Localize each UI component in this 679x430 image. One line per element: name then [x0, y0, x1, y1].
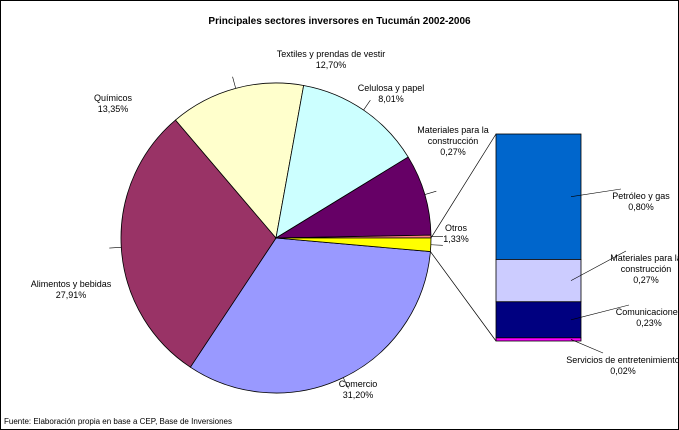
- value-label: 31,20%: [342, 390, 374, 400]
- value-label: 0,02%: [610, 366, 636, 376]
- value-label: 0,27%: [440, 147, 466, 157]
- category-label: Materiales para la construcción: [417, 125, 489, 146]
- leader-line: [570, 188, 622, 198]
- category-label: Petróleo y gas: [612, 191, 670, 201]
- data-label: Comercio 31,20%: [318, 379, 398, 401]
- data-label: Comunicaciones 0,23%: [604, 307, 679, 329]
- data-label: Químicos 13,35%: [73, 93, 153, 115]
- category-label: Servicios de entretenimiento: [566, 355, 679, 365]
- category-label: Comercio: [338, 379, 378, 389]
- data-label: Alimentos y bebidas 27,91%: [11, 279, 131, 301]
- leader-line: [363, 100, 371, 111]
- data-label: Petróleo y gas 0,80%: [596, 191, 678, 213]
- value-label: 0,27%: [633, 275, 659, 285]
- data-label: Servicios de entretenimiento 0,02%: [558, 355, 679, 377]
- connector-line: [430, 133, 497, 239]
- data-label: Materiales para la construcción 0,27%: [601, 253, 679, 286]
- leader-line: [232, 76, 236, 89]
- category-label: Comunicaciones: [615, 307, 679, 317]
- category-label: Otros: [444, 223, 467, 233]
- bar-segment: [495, 301, 582, 339]
- connector-line: [430, 251, 497, 342]
- data-label: Celulosa y papel 8,01%: [346, 83, 436, 105]
- value-label: 12,70%: [315, 60, 347, 70]
- leader-line: [342, 377, 349, 389]
- value-label: 0,23%: [636, 318, 662, 328]
- category-label: Materiales para la construcción: [610, 253, 679, 274]
- data-label: Materiales para la construcción 0,27%: [406, 125, 501, 158]
- leader-line: [570, 339, 604, 354]
- value-label: 1,33%: [443, 234, 469, 244]
- value-label: 27,91%: [55, 290, 87, 300]
- category-label: Textiles y prendas de vestir: [276, 49, 386, 59]
- category-label: Químicos: [93, 93, 132, 103]
- bar-segment: [495, 337, 582, 342]
- bar-segment: [495, 133, 582, 260]
- leader-line: [570, 250, 627, 281]
- data-label: Textiles y prendas de vestir 12,70%: [261, 49, 401, 71]
- chart-title: Principales sectores inversores en Tucum…: [208, 16, 471, 27]
- leader-line: [424, 190, 437, 195]
- pie-slice: [275, 85, 409, 239]
- leader-line: [570, 304, 630, 321]
- source-note: Fuente: Elaboración propia en base a CEP…: [4, 417, 232, 426]
- leader-line: [430, 244, 443, 246]
- value-label: 0,80%: [628, 202, 654, 212]
- leader-line: [109, 247, 122, 249]
- category-label: Celulosa y papel: [357, 83, 425, 93]
- value-label: 8,01%: [378, 94, 404, 104]
- category-label: Alimentos y bebidas: [30, 279, 112, 289]
- bar-segment: [495, 259, 582, 303]
- value-label: 13,35%: [97, 104, 129, 114]
- data-label: Otros 1,33%: [431, 223, 481, 245]
